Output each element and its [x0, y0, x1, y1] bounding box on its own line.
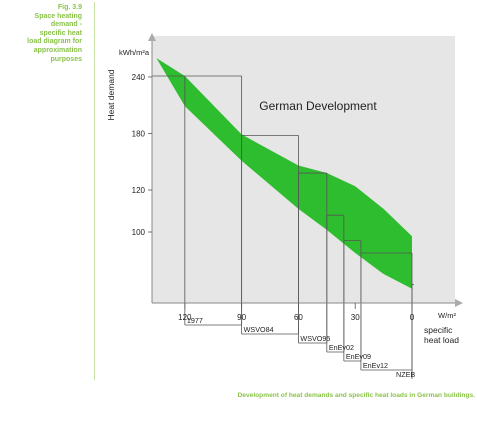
x-axis-arrow — [455, 299, 463, 307]
footer-note: Development of heat demands and specific… — [237, 392, 475, 399]
x-axis-label: specific heat load — [424, 325, 459, 345]
y-axis-label: Heat demand — [106, 69, 116, 120]
x-tick-label: 120 — [178, 313, 192, 322]
caption-line: Space heating — [34, 12, 82, 20]
caption-line: approximation — [33, 46, 82, 54]
standard-label: EnEv02 — [329, 343, 354, 352]
x-unit-label: W/m² — [438, 311, 456, 320]
standard-label: WSVO95 — [300, 334, 330, 343]
caption-line: purposes — [50, 55, 82, 63]
y-tick-label: 120 — [132, 186, 146, 195]
standard-label: EnEv09 — [346, 352, 371, 361]
y-tick-label: 180 — [132, 129, 146, 138]
caption-line: specific heat — [39, 29, 82, 37]
caption-line: demand - — [50, 21, 82, 29]
y-tick-label: 100 — [132, 228, 146, 237]
standard-label: 1977 — [187, 316, 203, 325]
x-tick-label: 90 — [237, 313, 246, 322]
caption-line: Fig. 3.9 — [57, 4, 82, 11]
divider-line — [94, 2, 95, 380]
standard-label: NZEB — [396, 370, 415, 379]
standard-label: WSVO84 — [244, 325, 274, 334]
x-tick-label: 60 — [294, 313, 303, 322]
heat-demand-band — [156, 58, 412, 289]
chart-title: German Development — [259, 99, 377, 113]
standard-label: EnEv12 — [363, 361, 388, 370]
caption-line: load diagram for — [27, 38, 82, 46]
x-tick-label: 30 — [351, 313, 360, 322]
y-unit-label: kWh/m²a — [119, 48, 150, 57]
y-axis-arrow — [148, 33, 156, 41]
x-tick-label: 0 — [410, 313, 415, 322]
y-tick-label: 240 — [132, 73, 146, 82]
figure-caption: Fig. 3.9 Space heating demand - specific… — [2, 4, 82, 64]
